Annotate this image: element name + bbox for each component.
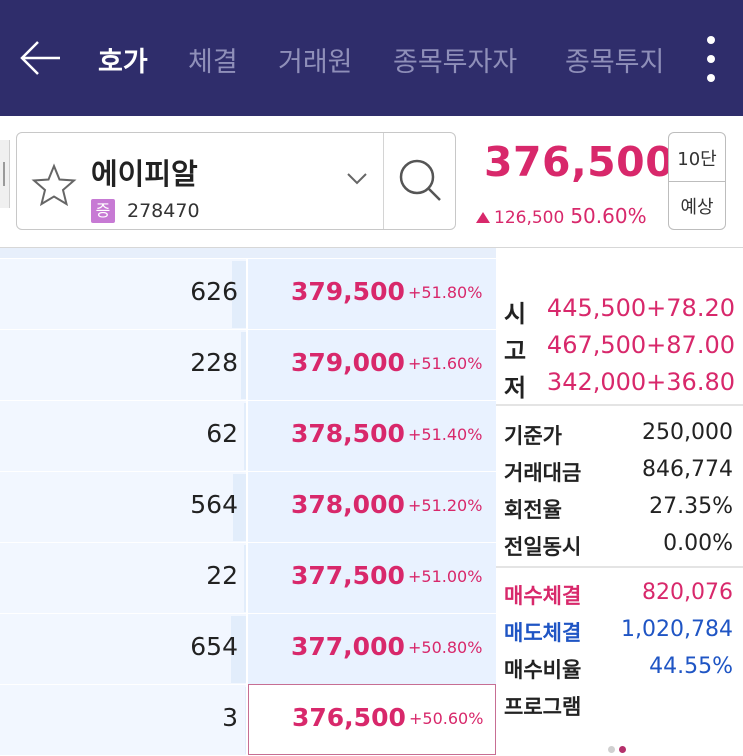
side-drawer-handle[interactable] xyxy=(0,140,10,208)
tab-hoga[interactable]: 호가 xyxy=(98,47,148,78)
ask-qty: 654 xyxy=(190,632,238,661)
turnover-label: 회전율 xyxy=(504,498,562,522)
price-change: 126,500 50.60% xyxy=(476,204,647,228)
search-icon[interactable] xyxy=(384,133,456,229)
turnover-value: 27.35% xyxy=(649,494,733,519)
ask-qty: 564 xyxy=(190,490,238,519)
ask-rate: +51.40% xyxy=(408,425,483,444)
stock-selector[interactable]: 에이피알 증 278470 xyxy=(16,132,456,230)
ask-qty: 228 xyxy=(190,348,238,377)
ask-qty: 22 xyxy=(206,561,238,590)
order-book: 626 379,500 +51.80% 228 379,000 +51.60% 62… xyxy=(0,248,496,756)
forecast-button[interactable]: 예상 xyxy=(680,197,714,218)
buy-ratio-value: 44.55% xyxy=(649,654,733,679)
tab-investors-2[interactable]: 종목투지 xyxy=(565,47,665,78)
sell-volume-value: 1,020,784 xyxy=(621,617,733,642)
ask-price: 378,500 xyxy=(291,419,405,448)
high-label: 고 xyxy=(504,337,527,365)
ask-price: 378,000 xyxy=(291,490,405,519)
stock-code: 278470 xyxy=(127,200,200,222)
stock-header: 에이피알 증 278470 376,500 126,500 50.60% 10단 … xyxy=(0,116,743,248)
change-rate: 50.60% xyxy=(570,204,647,228)
low-value: 342,000+36.80 xyxy=(546,368,735,396)
divider xyxy=(383,133,384,229)
ask-row[interactable]: 564 378,000 +51.20% xyxy=(0,471,496,542)
open-label: 시 xyxy=(504,300,527,328)
open-value: 445,500+78.20 xyxy=(546,294,735,322)
kebab-menu-icon[interactable] xyxy=(703,36,719,82)
ask-row-current[interactable]: 3 376,500 +50.60% xyxy=(0,684,496,755)
ask-price: 379,500 xyxy=(291,277,405,306)
ask-price: 377,500 xyxy=(291,561,405,590)
trade-amount-label: 거래대금 xyxy=(504,461,582,485)
base-price-value: 250,000 xyxy=(642,420,733,445)
order-book-top xyxy=(0,248,496,258)
divider xyxy=(496,404,743,406)
current-price: 376,500 xyxy=(484,138,675,186)
ask-row[interactable]: 62 378,500 +51.40% xyxy=(0,400,496,471)
depth-toggle-group: 10단 예상 xyxy=(668,132,726,230)
market-badge: 증 xyxy=(91,199,115,223)
ask-row[interactable]: 22 377,500 +51.00% xyxy=(0,542,496,613)
depth-10-button[interactable]: 10단 xyxy=(677,149,717,170)
ask-row[interactable]: 626 379,500 +51.80% xyxy=(0,258,496,329)
ask-price: 379,000 xyxy=(291,348,405,377)
high-value: 467,500+87.00 xyxy=(546,331,735,359)
arrow-left-icon[interactable] xyxy=(18,38,62,78)
top-nav-bar: 호가 체결 거래원 종목투자자 종목투지 xyxy=(0,0,743,116)
ask-rate: +51.20% xyxy=(408,496,483,515)
tab-trades[interactable]: 체결 xyxy=(188,47,238,78)
stock-name: 에이피알 xyxy=(91,157,198,191)
prev-same-time-label: 전일동시 xyxy=(504,535,582,559)
change-amount: 126,500 xyxy=(494,208,565,228)
tab-brokers[interactable]: 거래원 xyxy=(278,47,353,78)
ask-qty: 626 xyxy=(190,277,238,306)
low-label: 저 xyxy=(504,374,527,402)
base-price-label: 기준가 xyxy=(504,424,562,448)
ask-price: 377,000 xyxy=(291,632,405,661)
star-icon[interactable] xyxy=(31,163,77,207)
up-triangle-icon xyxy=(476,212,490,223)
ask-rate: +50.80% xyxy=(408,638,483,657)
ask-rate: +51.60% xyxy=(408,354,483,373)
trade-amount-value: 846,774 xyxy=(642,457,733,482)
stock-info-panel: 시 445,500+78.20 고 467,500+87.00 저 342,00… xyxy=(496,248,743,756)
program-label: 프로그램 xyxy=(504,695,582,719)
ask-row[interactable]: 228 379,000 +51.60% xyxy=(0,329,496,400)
buy-volume-value: 820,076 xyxy=(642,580,733,605)
ask-qty: 3 xyxy=(222,703,238,732)
ask-rate: +50.60% xyxy=(409,709,484,728)
ask-price: 376,500 xyxy=(292,703,406,732)
ask-qty: 62 xyxy=(206,419,238,448)
tab-investors[interactable]: 종목투자자 xyxy=(393,47,518,78)
divider xyxy=(496,566,743,568)
chevron-down-icon[interactable] xyxy=(345,171,369,187)
sell-volume-label: 매도체결 xyxy=(504,621,582,645)
prev-same-time-value: 0.00% xyxy=(663,531,733,556)
current-price-cell[interactable]: 376,500 +50.60% xyxy=(248,684,496,755)
ask-row[interactable]: 654 377,000 +50.80% xyxy=(0,613,496,684)
ask-rate: +51.00% xyxy=(408,567,483,586)
buy-volume-label: 매수체결 xyxy=(504,584,582,608)
page-indicator[interactable] xyxy=(608,738,630,756)
buy-ratio-label: 매수비율 xyxy=(504,658,582,682)
ask-rate: +51.80% xyxy=(408,283,483,302)
